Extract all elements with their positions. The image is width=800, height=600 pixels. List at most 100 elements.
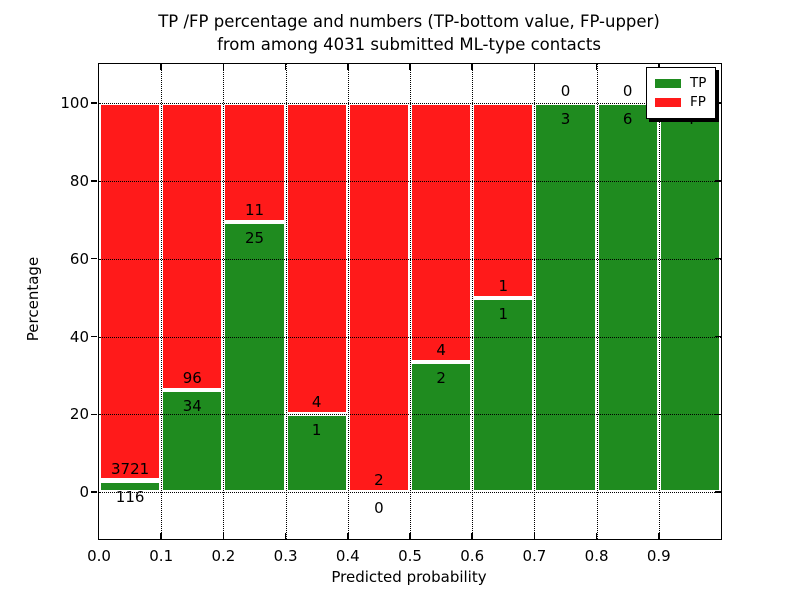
legend-entry-fp: FP bbox=[655, 93, 706, 112]
bar-segment-fp bbox=[99, 102, 162, 481]
bar-segment-tp bbox=[99, 480, 162, 493]
plot-area: TP FP 372111696341125412042110306040.00.… bbox=[60, 63, 722, 565]
y-tick-label: 100 bbox=[60, 93, 89, 112]
y-tick-mark-right bbox=[715, 335, 721, 338]
y-tick-label: 0 bbox=[79, 483, 89, 502]
x-tick-mark bbox=[409, 533, 411, 539]
gridline-vertical bbox=[285, 64, 287, 539]
gridline-vertical bbox=[658, 64, 660, 539]
tp-count-label: 1 bbox=[498, 304, 509, 323]
bar-segment-fp bbox=[223, 102, 286, 222]
bar-segment-fp bbox=[161, 102, 224, 391]
x-tick-mark-top bbox=[409, 64, 411, 70]
chart-title-line1: TP /FP percentage and numbers (TP-bottom… bbox=[158, 12, 660, 31]
x-tick-mark bbox=[347, 533, 349, 539]
fp-count-label: 0 bbox=[560, 81, 571, 100]
y-tick-mark bbox=[91, 491, 98, 494]
chart-title: TP /FP percentage and numbers (TP-bottom… bbox=[98, 10, 720, 56]
y-tick-mark-right bbox=[715, 257, 721, 260]
y-tick-mark bbox=[91, 180, 98, 182]
x-tick-label: 0.8 bbox=[584, 547, 609, 565]
fp-count-label: 0 bbox=[622, 81, 633, 100]
y-tick-label: 60 bbox=[69, 249, 89, 268]
bar-segment-tp bbox=[161, 390, 224, 493]
x-tick-label: 0.7 bbox=[522, 547, 547, 565]
x-tick-mark-top bbox=[595, 64, 598, 70]
y-tick-mark-right bbox=[715, 102, 721, 104]
tp-count-label: 116 bbox=[115, 487, 145, 506]
bar-segment-tp bbox=[534, 102, 597, 493]
fp-count-label: 2 bbox=[374, 471, 384, 490]
x-tick-mark bbox=[595, 533, 598, 539]
y-tick-label: 80 bbox=[69, 171, 89, 190]
fp-count-label: 96 bbox=[182, 369, 202, 388]
chart-title-line2: from among 4031 submitted ML-type contac… bbox=[217, 35, 601, 55]
x-tick-label: 0.2 bbox=[211, 547, 236, 565]
x-tick-mark bbox=[533, 533, 536, 539]
x-axis-label: Predicted probability bbox=[331, 568, 487, 586]
x-tick-mark-top bbox=[222, 64, 225, 70]
tp-count-label: 2 bbox=[436, 369, 446, 388]
y-tick-mark bbox=[91, 413, 98, 416]
x-tick-mark bbox=[222, 533, 225, 539]
x-tick-label: 0.4 bbox=[335, 547, 360, 565]
x-tick-mark-top bbox=[471, 64, 473, 70]
bar-segment-fp bbox=[472, 102, 535, 298]
tp-count-label: 0 bbox=[374, 499, 384, 518]
gridline-vertical bbox=[161, 64, 163, 539]
y-tick-mark-right bbox=[715, 413, 721, 416]
x-tick-mark bbox=[284, 533, 287, 539]
x-tick-mark-top bbox=[284, 64, 287, 70]
y-tick-label: 20 bbox=[69, 405, 89, 424]
x-tick-label: 0.5 bbox=[398, 547, 422, 565]
y-tick-mark bbox=[91, 257, 98, 260]
x-tick-mark-top bbox=[160, 64, 162, 70]
fp-count-label: 3721 bbox=[111, 459, 150, 478]
x-tick-mark bbox=[658, 533, 660, 539]
fp-count-label: 4 bbox=[436, 341, 446, 360]
fp-count-label: 11 bbox=[244, 200, 265, 219]
x-tick-label: 0.0 bbox=[87, 547, 111, 565]
legend: TP FP bbox=[646, 67, 717, 119]
bar-segment-fp bbox=[347, 102, 410, 493]
bar-segment-tp bbox=[658, 102, 721, 493]
fp-color-swatch bbox=[655, 98, 681, 107]
y-tick-mark-right bbox=[715, 180, 721, 182]
x-tick-label: 0.9 bbox=[646, 547, 671, 565]
y-tick-mark bbox=[91, 102, 98, 104]
tp-count-label: 6 bbox=[622, 109, 633, 128]
y-tick-mark bbox=[91, 335, 98, 338]
bar-segment-fp bbox=[285, 102, 348, 415]
x-tick-mark-top bbox=[533, 64, 536, 70]
bar-segment-tp bbox=[223, 221, 286, 493]
bar-segment-tp bbox=[472, 297, 535, 493]
gridline-vertical bbox=[410, 64, 411, 539]
legend-label-fp: FP bbox=[690, 93, 706, 110]
bar-segment-fp bbox=[410, 102, 473, 363]
fp-count-label: 4 bbox=[311, 393, 322, 412]
gridline-vertical bbox=[596, 64, 598, 539]
x-tick-label: 0.1 bbox=[149, 547, 174, 565]
tp-count-label: 3 bbox=[560, 109, 571, 128]
tp-count-label: 25 bbox=[244, 228, 265, 247]
bar-segment-tp bbox=[596, 102, 659, 493]
x-tick-mark bbox=[471, 533, 473, 539]
y-tick-label: 40 bbox=[69, 327, 89, 346]
legend-entry-tp: TP bbox=[655, 74, 706, 93]
legend-label-tp: TP bbox=[690, 74, 707, 91]
tp-count-label: 1 bbox=[311, 421, 322, 440]
x-tick-mark-top bbox=[347, 64, 349, 70]
tp-count-label: 34 bbox=[182, 397, 202, 416]
x-tick-label: 0.6 bbox=[460, 547, 485, 565]
gridline-vertical bbox=[534, 64, 536, 539]
gridline-vertical bbox=[472, 64, 474, 539]
fp-count-label: 1 bbox=[498, 276, 509, 295]
x-tick-label: 0.3 bbox=[273, 547, 298, 565]
x-tick-mark bbox=[160, 533, 162, 539]
tp-color-swatch bbox=[655, 79, 681, 88]
y-tick-mark-right bbox=[715, 491, 721, 494]
gridline-vertical bbox=[347, 64, 349, 539]
bar-segment-tp bbox=[410, 362, 473, 493]
gridline-vertical bbox=[223, 64, 225, 539]
